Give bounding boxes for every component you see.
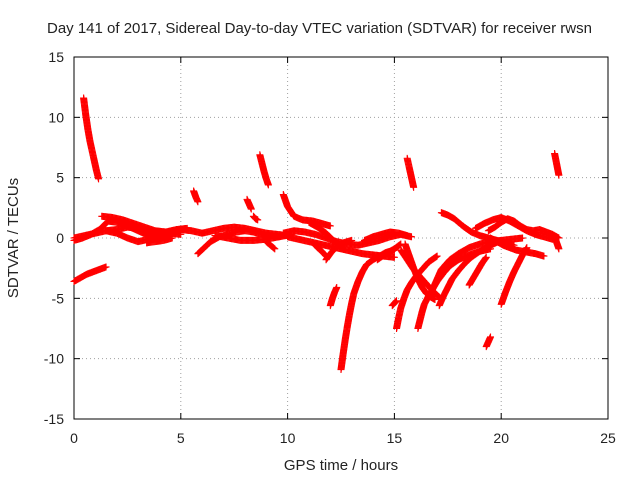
data-point xyxy=(333,283,341,291)
series-sat-h xyxy=(190,187,202,206)
data-point xyxy=(431,296,439,304)
series-sat-n xyxy=(256,151,272,189)
data-point xyxy=(254,216,262,224)
data-point xyxy=(482,253,490,261)
y-axis-label: SDTVAR / TECUs xyxy=(5,178,22,298)
series-sat-ah xyxy=(437,209,518,249)
x-tick-label: 15 xyxy=(387,430,403,446)
y-tick-label: -5 xyxy=(52,290,65,306)
data-point xyxy=(523,244,531,252)
series-sat-p xyxy=(279,191,334,230)
data-point xyxy=(487,333,495,341)
data-point xyxy=(348,236,356,244)
series-sat-f xyxy=(102,227,181,246)
data-point xyxy=(390,253,398,261)
chart-title: Day 141 of 2017, Sidereal Day-to-day VTE… xyxy=(47,20,592,37)
x-tick-label: 0 xyxy=(70,430,78,446)
data-point xyxy=(339,245,347,253)
data-point xyxy=(102,263,110,271)
series-sat-af xyxy=(425,234,527,302)
series-sat-ag xyxy=(435,236,505,310)
series-sat-ak xyxy=(482,333,495,351)
series-sat-g xyxy=(143,234,176,247)
data-point xyxy=(519,234,527,242)
series-sat-z xyxy=(388,297,401,310)
data-point xyxy=(247,205,255,213)
data-point xyxy=(269,244,277,252)
data-point xyxy=(194,198,202,206)
data-point xyxy=(407,233,415,241)
data-point xyxy=(270,244,278,252)
series-sat-x xyxy=(360,228,411,244)
series-sat-s xyxy=(305,218,347,253)
series-sat-u xyxy=(322,236,356,264)
data-point xyxy=(555,245,563,253)
series-sat-l xyxy=(243,195,255,213)
series-sat-aj xyxy=(465,253,490,289)
x-tick-label: 20 xyxy=(493,430,509,446)
series-sat-m xyxy=(249,212,262,224)
series-sat-o xyxy=(262,238,279,253)
axis-ticks: 0 5 10 15 20 25 -15 -10 -5 0 5 10 15 xyxy=(44,49,616,446)
series-sat-w xyxy=(337,246,398,374)
data-point xyxy=(95,175,103,183)
series-sat-ao xyxy=(551,150,563,179)
data-point xyxy=(555,171,563,179)
data-point xyxy=(403,232,411,240)
series-sat-an xyxy=(497,244,531,308)
x-tick-label: 10 xyxy=(280,430,296,446)
y-tick-label: 5 xyxy=(56,170,64,186)
data-points xyxy=(70,94,563,374)
data-point xyxy=(264,181,272,189)
data-point xyxy=(410,183,418,191)
data-point xyxy=(433,252,441,260)
y-tick-label: 10 xyxy=(48,109,64,125)
series-sat-ap xyxy=(551,233,563,253)
data-point xyxy=(393,297,401,305)
x-axis-label: GPS time / hours xyxy=(284,457,398,474)
series-sat-t xyxy=(309,239,330,260)
data-point xyxy=(168,234,176,242)
y-tick-label: -15 xyxy=(44,411,64,427)
series-sat-a xyxy=(70,263,110,285)
series-sat-j xyxy=(198,223,292,240)
y-tick-label: 15 xyxy=(48,49,64,65)
y-tick-label: 0 xyxy=(56,230,64,246)
series-sat-ab xyxy=(403,154,418,191)
x-tick-label: 5 xyxy=(177,430,185,446)
data-point xyxy=(540,252,548,260)
data-point xyxy=(173,228,181,236)
data-point xyxy=(271,245,279,253)
series-sat-b xyxy=(80,94,103,183)
series-sat-v xyxy=(326,283,341,310)
data-point xyxy=(326,222,334,230)
y-tick-label: -10 xyxy=(44,351,64,367)
x-tick-label: 25 xyxy=(600,430,616,446)
series-sat-y xyxy=(373,240,405,264)
data-point xyxy=(183,224,191,232)
